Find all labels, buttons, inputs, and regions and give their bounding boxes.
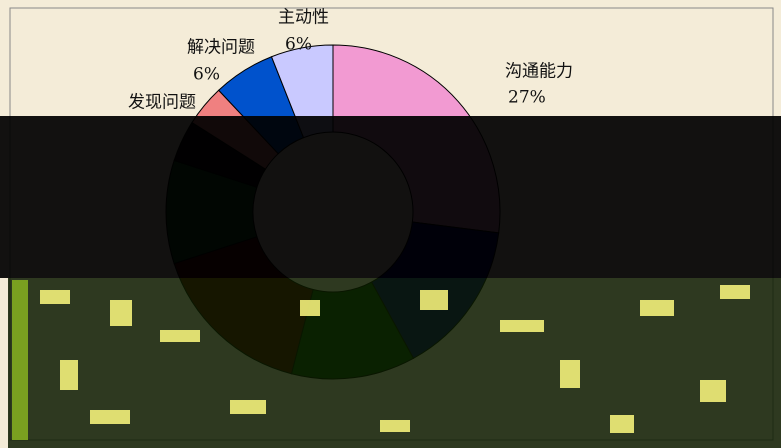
slice-label: 发现问题 — [128, 93, 196, 113]
glitch-band — [0, 116, 781, 278]
slice-label: 解决问题 — [187, 38, 255, 58]
glitch-blocks — [40, 285, 750, 433]
slice-label: 沟通能力 — [505, 62, 573, 82]
value-label: 6% — [193, 65, 220, 85]
value-label: 27% — [508, 88, 546, 108]
glitch-strip — [12, 280, 28, 440]
slice-label: 主动性 — [278, 8, 329, 28]
value-label: 6% — [285, 35, 312, 55]
